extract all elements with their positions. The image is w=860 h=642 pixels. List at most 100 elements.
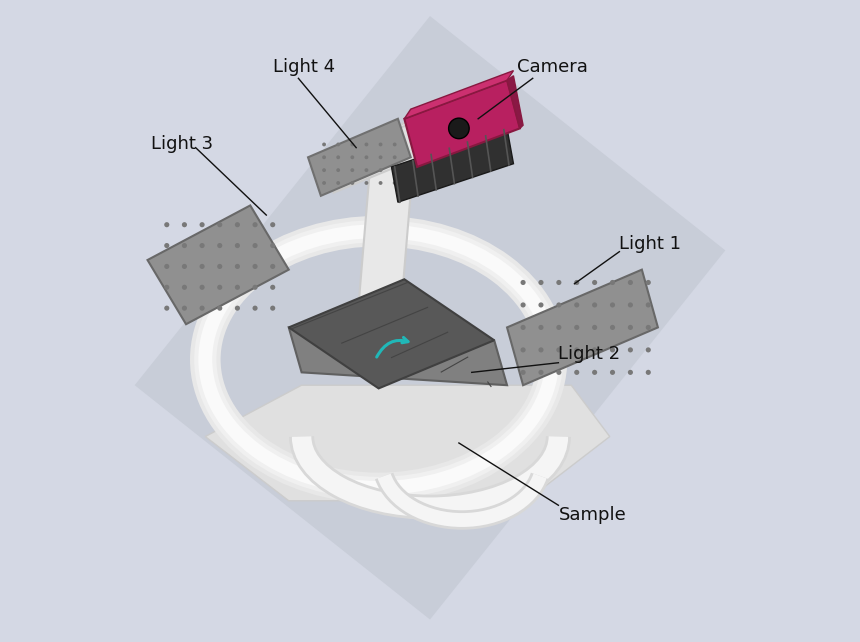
Circle shape	[164, 243, 169, 248]
Polygon shape	[507, 76, 523, 128]
Polygon shape	[404, 80, 520, 167]
Circle shape	[574, 370, 580, 375]
Circle shape	[365, 143, 368, 146]
Circle shape	[592, 325, 597, 330]
Polygon shape	[148, 205, 289, 324]
Circle shape	[181, 285, 187, 290]
Circle shape	[556, 280, 562, 285]
Polygon shape	[289, 279, 494, 388]
Circle shape	[646, 280, 651, 285]
Circle shape	[322, 155, 326, 159]
Circle shape	[181, 222, 187, 227]
Circle shape	[610, 302, 615, 308]
Circle shape	[628, 347, 633, 352]
Circle shape	[592, 302, 597, 308]
Circle shape	[350, 143, 354, 146]
Circle shape	[181, 243, 187, 248]
Circle shape	[270, 285, 275, 290]
Circle shape	[200, 306, 205, 311]
Circle shape	[574, 347, 580, 352]
Circle shape	[350, 181, 354, 185]
Circle shape	[181, 306, 187, 311]
Circle shape	[365, 181, 368, 185]
Circle shape	[393, 181, 396, 185]
Circle shape	[235, 264, 240, 269]
Circle shape	[556, 325, 562, 330]
Circle shape	[270, 222, 275, 227]
Circle shape	[336, 181, 340, 185]
Circle shape	[164, 264, 169, 269]
Circle shape	[336, 155, 340, 159]
Circle shape	[164, 306, 169, 311]
Circle shape	[200, 264, 205, 269]
Circle shape	[556, 302, 562, 308]
Circle shape	[393, 143, 396, 146]
Polygon shape	[507, 270, 658, 385]
Circle shape	[538, 347, 544, 352]
Circle shape	[270, 306, 275, 311]
Circle shape	[520, 280, 525, 285]
Circle shape	[253, 285, 258, 290]
Circle shape	[164, 285, 169, 290]
Circle shape	[574, 280, 580, 285]
Polygon shape	[135, 16, 725, 620]
Text: Sample: Sample	[558, 506, 626, 524]
Circle shape	[253, 243, 258, 248]
Circle shape	[628, 302, 633, 308]
Circle shape	[646, 370, 651, 375]
Circle shape	[628, 325, 633, 330]
Circle shape	[322, 143, 326, 146]
Circle shape	[556, 370, 562, 375]
Circle shape	[646, 325, 651, 330]
Circle shape	[378, 155, 383, 159]
Circle shape	[393, 168, 396, 172]
Circle shape	[218, 243, 223, 248]
Text: Light 4: Light 4	[273, 58, 335, 76]
Polygon shape	[308, 119, 411, 196]
Circle shape	[253, 264, 258, 269]
Circle shape	[520, 325, 525, 330]
Circle shape	[393, 155, 396, 159]
Circle shape	[218, 285, 223, 290]
Circle shape	[350, 155, 354, 159]
Text: Light 2: Light 2	[558, 345, 621, 363]
Circle shape	[235, 243, 240, 248]
Circle shape	[270, 264, 275, 269]
Text: Light 3: Light 3	[150, 135, 213, 153]
Circle shape	[520, 347, 525, 352]
Circle shape	[365, 155, 368, 159]
Circle shape	[538, 280, 544, 285]
Circle shape	[218, 222, 223, 227]
Circle shape	[538, 370, 544, 375]
Circle shape	[574, 325, 580, 330]
Circle shape	[336, 168, 340, 172]
Circle shape	[592, 347, 597, 352]
Circle shape	[270, 243, 275, 248]
Circle shape	[520, 302, 525, 308]
Circle shape	[365, 168, 368, 172]
Circle shape	[449, 118, 470, 139]
Polygon shape	[404, 71, 513, 119]
Circle shape	[538, 325, 544, 330]
Circle shape	[218, 264, 223, 269]
Circle shape	[235, 285, 240, 290]
Polygon shape	[391, 128, 513, 202]
Circle shape	[235, 306, 240, 311]
Circle shape	[200, 243, 205, 248]
Circle shape	[253, 222, 258, 227]
Polygon shape	[321, 116, 443, 193]
Circle shape	[592, 280, 597, 285]
Circle shape	[538, 302, 544, 308]
Circle shape	[350, 168, 354, 172]
Circle shape	[610, 370, 615, 375]
Polygon shape	[289, 327, 507, 385]
Circle shape	[336, 143, 340, 146]
Circle shape	[592, 370, 597, 375]
Circle shape	[556, 347, 562, 352]
Circle shape	[628, 280, 633, 285]
Circle shape	[610, 347, 615, 352]
Circle shape	[574, 302, 580, 308]
Circle shape	[200, 285, 205, 290]
Circle shape	[628, 370, 633, 375]
Circle shape	[253, 306, 258, 311]
